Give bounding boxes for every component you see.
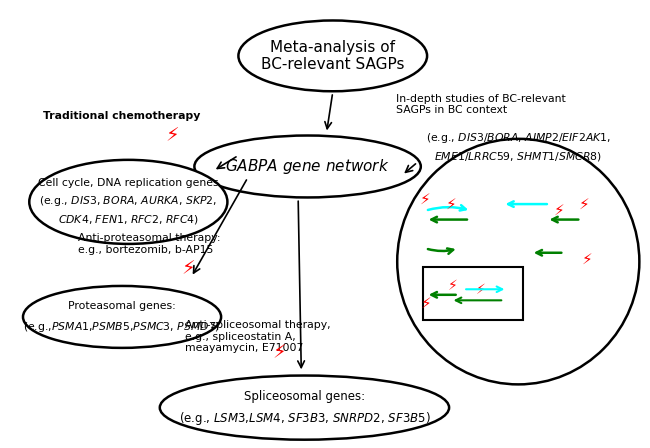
Ellipse shape — [23, 286, 221, 348]
Text: Spliceosomal genes:: Spliceosomal genes: — [244, 390, 365, 403]
Text: Anti-proteasomal therapy:
e.g., bortezomib, b-AP15: Anti-proteasomal therapy: e.g., bortezom… — [78, 233, 220, 255]
Text: ⚡: ⚡ — [446, 197, 456, 211]
Text: ⚡: ⚡ — [554, 203, 565, 218]
Text: $GABPA$ gene network: $GABPA$ gene network — [226, 157, 390, 176]
Text: $\it{CDK4}$, $\it{FEN1}$, $\it{RFC2}$, $\it{RFC4}$): $\it{CDK4}$, $\it{FEN1}$, $\it{RFC2}$, $… — [58, 213, 199, 226]
Text: ⚡: ⚡ — [582, 252, 593, 267]
Text: ⚡: ⚡ — [181, 259, 195, 278]
Text: Anti-spliceosomal therapy,
e.g., spliceostatin A,
meayamycin, E71007: Anti-spliceosomal therapy, e.g., spliceo… — [185, 320, 331, 353]
Text: ⚡: ⚡ — [579, 197, 590, 211]
Text: (e.g., $\it{DIS3/BORA}$, $\it{AIMP2/EIF2AK1}$,: (e.g., $\it{DIS3/BORA}$, $\it{AIMP2/EIF2… — [426, 131, 611, 145]
Text: ⚡: ⚡ — [448, 279, 458, 293]
Text: ⚡: ⚡ — [166, 126, 179, 145]
Ellipse shape — [194, 135, 421, 198]
Text: (e.g., $\it{LSM3}$,$\it{LSM4}$, $\it{SF3B3}$, $\it{SNRPD2}$, $\it{SF3B5}$): (e.g., $\it{LSM3}$,$\it{LSM4}$, $\it{SF3… — [179, 410, 430, 427]
Text: ⚡: ⚡ — [420, 192, 430, 207]
Text: ⚡: ⚡ — [475, 283, 485, 297]
Text: $\it{EME1/LRRC59}$, $\it{SHMT1/SMCR8}$): $\it{EME1/LRRC59}$, $\it{SHMT1/SMCR8}$) — [434, 150, 603, 163]
Ellipse shape — [29, 160, 228, 244]
Text: Proteasomal genes:: Proteasomal genes: — [68, 301, 176, 311]
Text: Cell cycle, DNA replication genes: Cell cycle, DNA replication genes — [38, 178, 218, 188]
Text: ⚡: ⚡ — [272, 343, 286, 362]
Text: (e.g.,$\it{PSMA1}$,$\it{PSMB5}$,$\it{PSMC3}$, $\it{PSMD7}$): (e.g.,$\it{PSMA1}$,$\it{PSMB5}$,$\it{PSM… — [23, 319, 220, 334]
Text: Meta-analysis of
BC-relevant SAGPs: Meta-analysis of BC-relevant SAGPs — [261, 40, 404, 72]
Ellipse shape — [239, 21, 427, 91]
Ellipse shape — [160, 375, 449, 439]
Text: (e.g., $\it{DIS3}$, $\it{BORA}$, $\it{AURKA}$, $\it{SKP2}$,: (e.g., $\it{DIS3}$, $\it{BORA}$, $\it{AU… — [39, 194, 218, 207]
FancyBboxPatch shape — [422, 267, 523, 320]
Text: Traditional chemotherapy: Traditional chemotherapy — [44, 111, 201, 121]
Ellipse shape — [397, 139, 640, 384]
Text: In-depth studies of BC-relevant
SAGPs in BC context: In-depth studies of BC-relevant SAGPs in… — [396, 94, 566, 115]
Text: ⚡: ⚡ — [421, 296, 431, 311]
